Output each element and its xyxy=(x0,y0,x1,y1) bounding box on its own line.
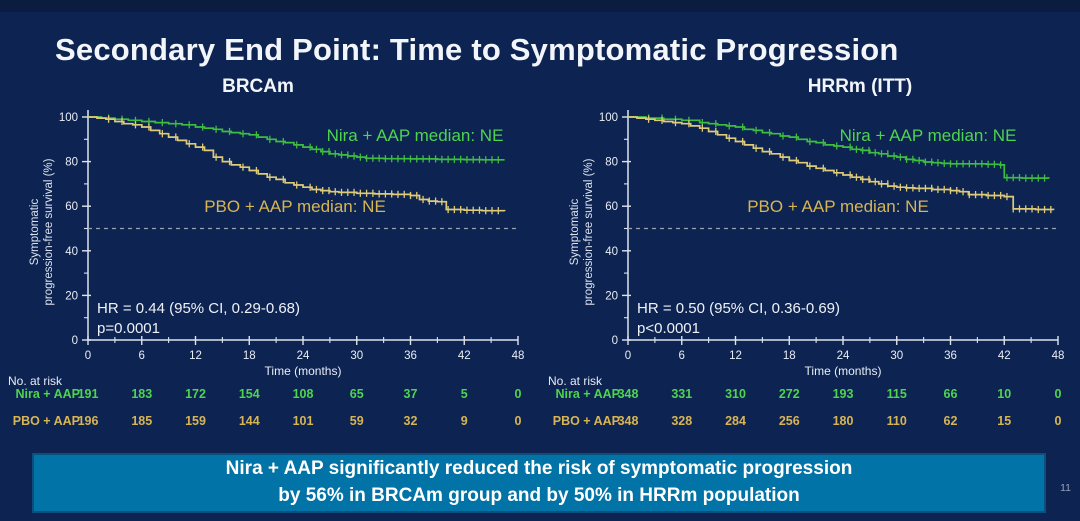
y-axis-label-line2: progression-free survival (%) xyxy=(582,158,595,306)
x-tick-label: 6 xyxy=(679,350,685,362)
x-axis-label: Time (months) xyxy=(804,364,882,378)
x-tick-label: 0 xyxy=(85,350,91,362)
km-plot-brcam: 100 80 60 40 20 00 6 12 18 24 30 36 42 48 xyxy=(59,110,525,362)
x-tick-label: 6 xyxy=(139,350,145,362)
chart-title-hrrm: HRRm (ITT) xyxy=(807,76,913,97)
slide-title: Secondary End Point: Time to Symptomatic… xyxy=(55,31,899,67)
risk-table-header: No. at risk xyxy=(8,374,63,388)
y-tick-label: 60 xyxy=(605,201,618,213)
y-tick-label: 80 xyxy=(65,157,78,169)
y-tick-label: 40 xyxy=(605,246,618,258)
y-tick-label: 60 xyxy=(65,201,78,213)
y-axis-label-line1: Symptomatic xyxy=(29,198,41,266)
p-value-annotation: p<0.0001 xyxy=(637,320,700,337)
km-plot-hrrm: 100 80 60 40 20 00 6 12 18 24 30 36 42 48 xyxy=(599,110,1065,362)
y-tick-label: 20 xyxy=(65,290,78,302)
risk-table-header: No. at risk xyxy=(548,374,603,388)
x-tick-label: 30 xyxy=(350,350,363,362)
x-tick-label: 42 xyxy=(998,350,1011,362)
y-tick-label: 20 xyxy=(605,290,618,302)
nira-aap-curve xyxy=(88,116,505,161)
y-tick-label: 0 xyxy=(612,335,618,347)
x-tick-label: 36 xyxy=(404,350,417,362)
x-tick-label: 18 xyxy=(243,350,256,362)
y-axis-label: Symptomatic progression-free survival (%… xyxy=(569,117,599,347)
x-tick-label: 36 xyxy=(944,350,957,362)
x-tick-label: 30 xyxy=(890,350,903,362)
pbo-aap-curve xyxy=(628,116,1055,211)
y-axis-label-line1: Symptomatic xyxy=(569,198,581,266)
x-tick-label: 24 xyxy=(297,350,310,362)
p-value-annotation: p=0.0001 xyxy=(97,320,160,337)
banner-line-2: by 56% in BRCAm group and by 50% in HRRm… xyxy=(278,485,800,506)
nira-aap-curve xyxy=(628,116,1050,179)
y-axis-label-line2: progression-free survival (%) xyxy=(42,158,55,306)
top-divider xyxy=(0,0,1080,12)
legend-pbo-aap-median: PBO + AAP median: NE xyxy=(747,197,929,216)
banner-line-1: Nira + AAP significantly reduced the ris… xyxy=(225,458,853,480)
y-tick-label: 80 xyxy=(605,157,618,169)
chart-block-brcam: BRCAm 100 80 60 40 20 0 0 6 12 18 24 30 36 42 48 Sympt… xyxy=(0,70,540,455)
page-number: 11 xyxy=(1060,482,1071,494)
x-tick-label: 0 xyxy=(625,350,631,362)
legend-pbo-aap-median: PBO + AAP median: NE xyxy=(204,197,386,216)
x-tick-label: 48 xyxy=(512,350,525,362)
y-tick-label: 40 xyxy=(65,246,78,258)
chart-block-hrrm: HRRm (ITT) 100 80 60 40 20 0 0 6 12 18 24 30 36 42 48 … xyxy=(540,70,1080,455)
pbo-aap-curve xyxy=(88,116,506,212)
hr-annotation: HR = 0.44 (95% CI, 0.29-0.68) xyxy=(97,300,301,317)
x-tick-label: 48 xyxy=(1052,350,1065,362)
y-axis-label: Symptomatic progression-free survival (%… xyxy=(29,117,59,347)
x-tick-label: 18 xyxy=(783,350,796,362)
x-tick-label: 12 xyxy=(189,350,202,362)
x-tick-label: 12 xyxy=(729,350,742,362)
chart-title-brcam: BRCAm xyxy=(222,76,294,97)
hr-annotation: HR = 0.50 (95% CI, 0.36-0.69) xyxy=(637,300,841,317)
legend-nira-aap-median: Nira + AAP median: NE xyxy=(839,126,1017,145)
y-tick-label: 100 xyxy=(599,112,618,124)
x-axis-label: Time (months) xyxy=(264,364,342,378)
y-tick-label: 100 xyxy=(59,112,78,124)
summary-banner: Nira + AAP significantly reduced the ris… xyxy=(32,453,1046,513)
legend-nira-aap-median: Nira + AAP median: NE xyxy=(326,126,504,145)
y-tick-label: 0 xyxy=(72,335,78,347)
x-tick-label: 42 xyxy=(458,350,471,362)
x-tick-label: 24 xyxy=(837,350,850,362)
